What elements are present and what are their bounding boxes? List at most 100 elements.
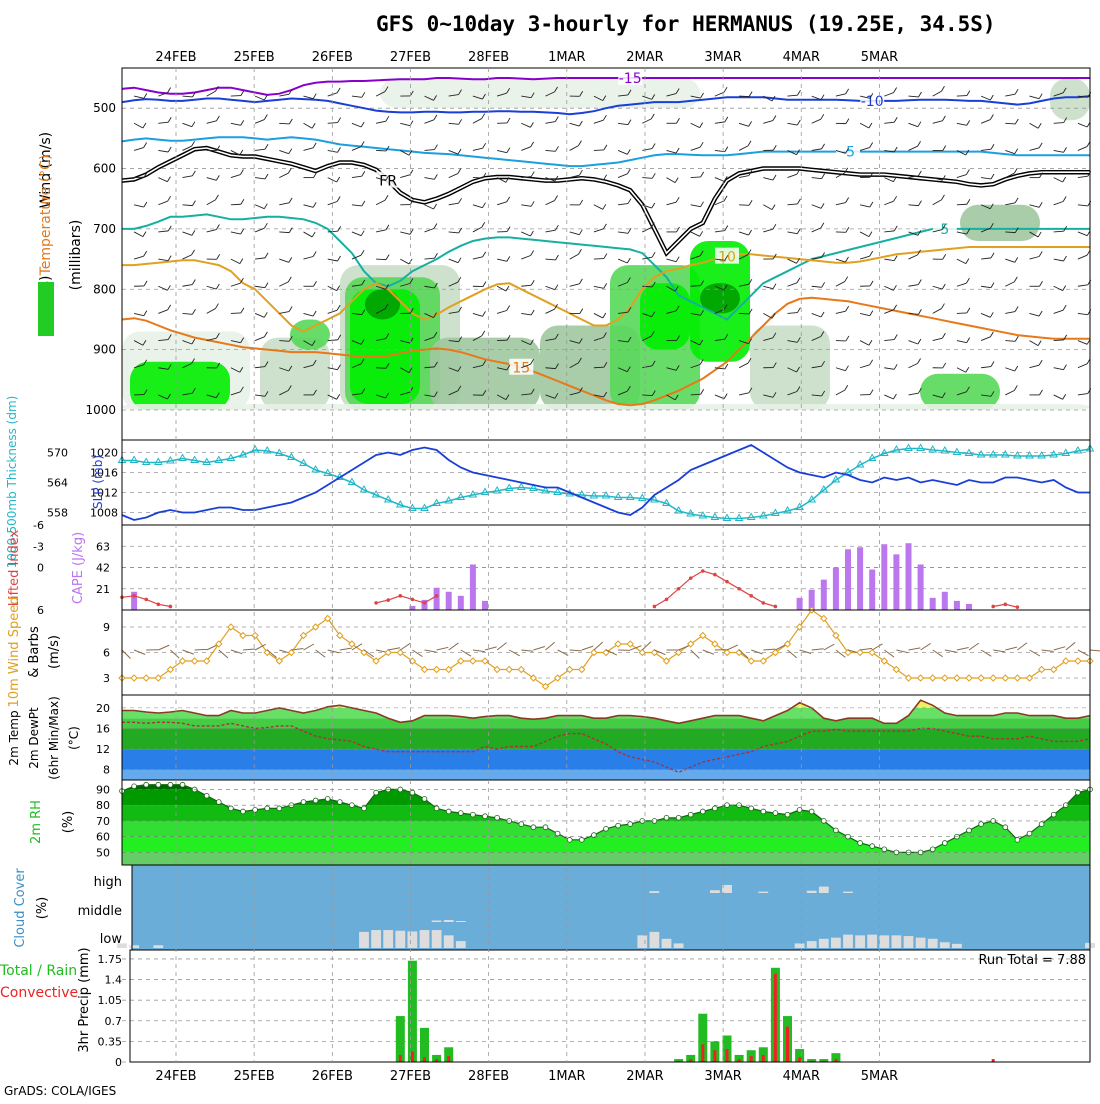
rh-point [676, 815, 681, 820]
precip-tick-label: 0 [115, 1056, 122, 1069]
wind-speed-point [470, 658, 476, 664]
wind-barb [304, 644, 314, 650]
precip-conv-bar [774, 974, 777, 1062]
temp-tick-label: 12 [96, 743, 110, 756]
wind-barb [231, 204, 241, 205]
wind-speed-point [954, 675, 960, 681]
wind-barb [860, 648, 872, 650]
wind-barb [243, 649, 255, 650]
rh-point [422, 796, 427, 801]
wind-barb [388, 648, 400, 650]
rh-point [277, 806, 282, 811]
cloud-high-label: high [94, 875, 122, 890]
rh-point [144, 782, 149, 787]
wind-barb [122, 650, 130, 658]
temp-band [122, 770, 1090, 780]
wind-unit-label: (m/s) [47, 635, 62, 669]
top-day-label: 3MAR [704, 50, 741, 65]
cape-bar [446, 592, 452, 610]
precip-total-bar [408, 961, 417, 1062]
cape-bar [821, 580, 827, 610]
pressure-tick-label: 500 [93, 101, 116, 115]
isotherm-label: -10 [861, 94, 884, 110]
cape-bar [954, 601, 960, 610]
wind-speed-point [143, 675, 149, 681]
rh-point [458, 811, 463, 816]
rh-tick-label: 80 [96, 799, 110, 812]
rh-point [967, 828, 972, 833]
rh-point [446, 809, 451, 814]
wind-speed-point [192, 658, 198, 664]
cloud-low-bar [940, 942, 950, 948]
top-day-label: 27FEB [390, 50, 431, 65]
cloud-low-bar [444, 935, 454, 948]
cape-bar [942, 592, 948, 610]
rh-point [749, 806, 754, 811]
pressure-tick-label: 900 [93, 343, 116, 357]
thickness-point [941, 447, 948, 453]
wind-speed-point [131, 675, 137, 681]
cloud-low-bar [807, 941, 817, 948]
wind-barb [630, 646, 641, 650]
rh-point [1051, 812, 1056, 817]
rh-tick-label: 70 [96, 815, 110, 828]
cloud-middle-bar [456, 921, 466, 922]
thickness-tick-label: 564 [47, 477, 68, 490]
temp-band [122, 728, 1090, 749]
cloud-low-bar [383, 930, 393, 948]
rh-point [132, 784, 137, 789]
cloud-low-bar [795, 943, 805, 948]
wind-speed-point [434, 667, 440, 673]
rh-point [471, 812, 476, 817]
wind-barb [824, 644, 834, 650]
rh-point [616, 823, 621, 828]
wind-barb [425, 650, 437, 652]
li-tick-label: -6 [33, 519, 44, 532]
cape-bar [966, 604, 972, 610]
rh-point [785, 812, 790, 817]
wind-barb [437, 647, 449, 650]
rh-shade-area [640, 283, 690, 349]
rh-point [519, 822, 524, 827]
rh-point [434, 806, 439, 811]
wind-barb [473, 650, 485, 652]
rh-point [809, 809, 814, 814]
rh-point [579, 837, 584, 842]
cloud-low-bar [674, 943, 684, 948]
thickness-point [1002, 451, 1009, 457]
wind-barb [872, 644, 882, 650]
precip-tick-label: 0.7 [105, 1015, 123, 1028]
bottom-day-label: 2MAR [626, 1069, 663, 1084]
wind-barb [376, 259, 386, 260]
precip-conv-bar [750, 1056, 753, 1062]
temp-axis-label: 2m Temp [7, 710, 21, 765]
wind-barb [521, 650, 533, 651]
top-day-label: 25FEB [234, 50, 275, 65]
wind-barb [1090, 650, 1100, 651]
thickness-point [917, 445, 924, 451]
cloud-high-bar [807, 891, 817, 893]
thickness-point [252, 446, 259, 452]
minmax-axis-label: (6hr Min/Max) [47, 696, 61, 780]
temp-tick-label: 20 [96, 702, 110, 715]
cloud-high-bar [843, 892, 853, 893]
thickness-point [131, 457, 138, 463]
cloud-low-bar [819, 939, 829, 948]
cloud-low-bar [952, 944, 962, 948]
wind-barb [509, 650, 519, 656]
rh-point [555, 831, 560, 836]
precip-conv-bar [726, 1049, 729, 1062]
cloud-low-bar [408, 931, 418, 948]
wind-barb [316, 650, 326, 657]
rh-point [253, 808, 258, 813]
precip-conv-label: Convective [0, 985, 78, 1001]
wind-barb [921, 643, 931, 650]
temp-unit-label: (°C) [67, 726, 81, 750]
wind-barb [933, 650, 943, 657]
precip-conv-bar [798, 1057, 801, 1062]
precip-conv-bar [762, 1055, 765, 1062]
cloud-high-bar [819, 887, 829, 893]
rh-point [337, 800, 342, 805]
thickness-point [506, 485, 513, 491]
rh-point [761, 809, 766, 814]
